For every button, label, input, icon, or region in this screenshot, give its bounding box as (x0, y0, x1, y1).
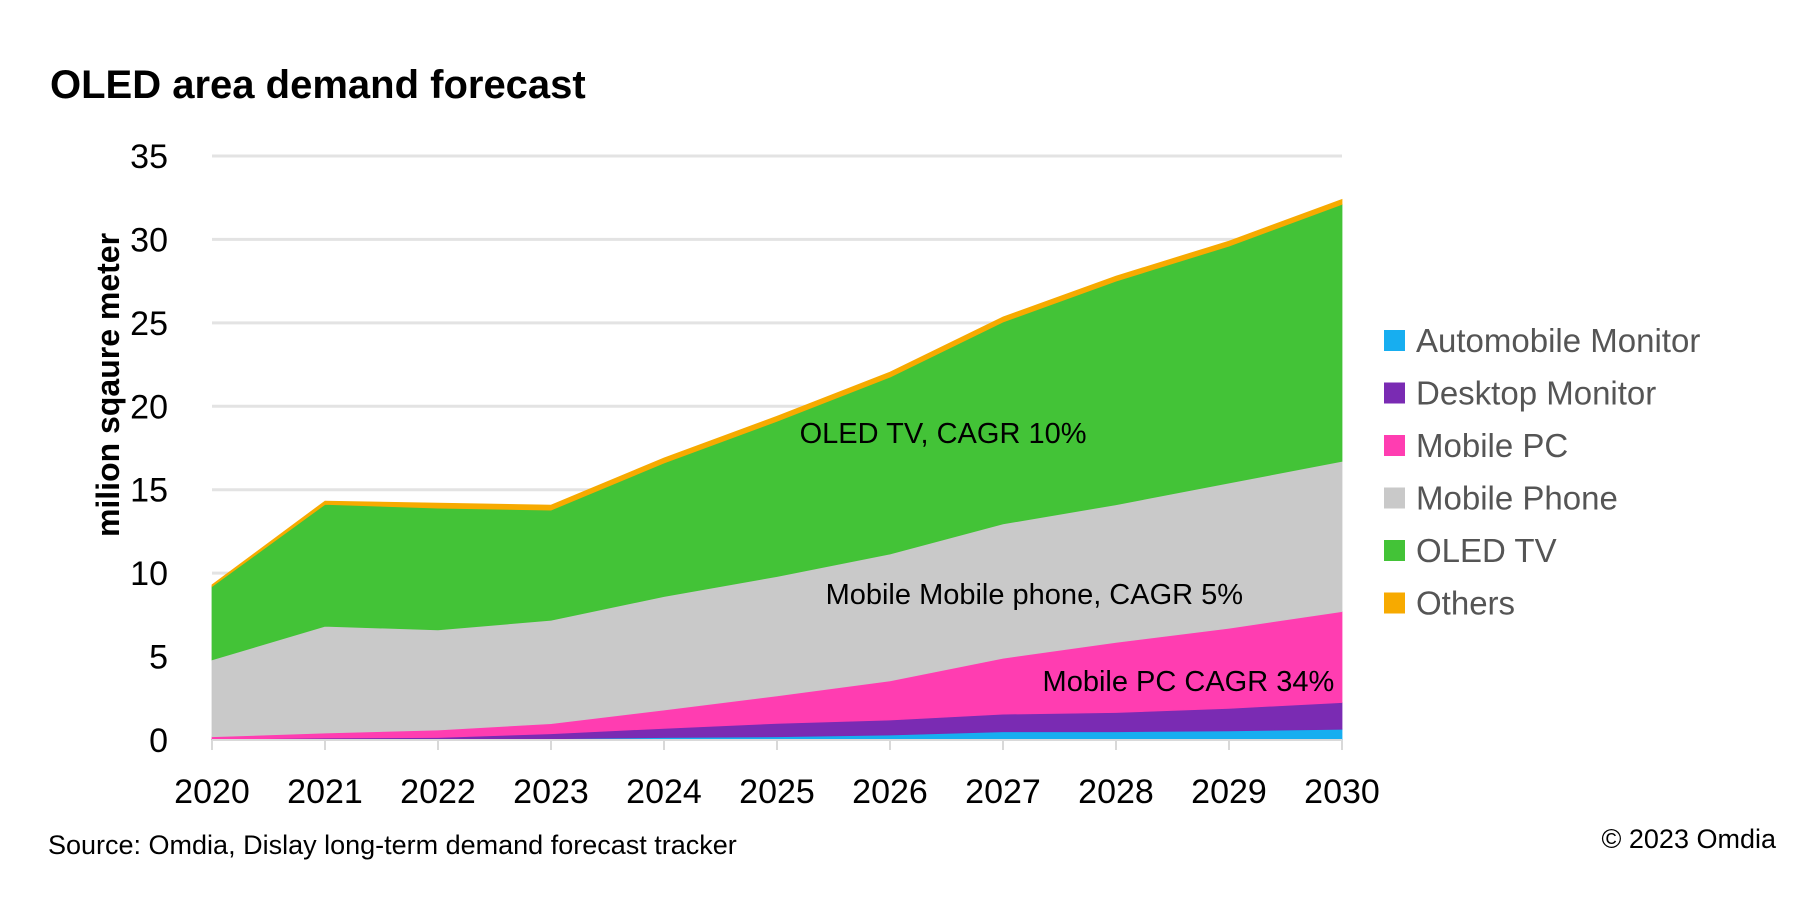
area-others (211, 198, 1343, 588)
x-tick-label: 2028 (1078, 773, 1154, 811)
chart-title: OLED area demand forecast (50, 63, 586, 107)
annotations: OLED TV, CAGR 10% Mobile Mobile phone, CA… (800, 418, 1335, 698)
y-tick-label: 30 (130, 221, 168, 259)
legend-label-desktop-monitor[interactable]: Desktop Monitor (1416, 375, 1656, 412)
legend-label-oled-tv[interactable]: OLED TV (1416, 532, 1557, 569)
legend-label-automobile-monitor[interactable]: Automobile Monitor (1416, 322, 1700, 359)
copyright-note: © 2023 Omdia (1602, 824, 1777, 854)
x-tick-label: 2023 (513, 773, 589, 811)
y-tick-label: 25 (130, 305, 168, 343)
y-tick-label: 10 (130, 555, 168, 593)
x-tick-label: 2029 (1191, 773, 1267, 811)
x-tick-label: 2027 (965, 773, 1041, 811)
y-axis-label: milion sqaure meter (90, 233, 126, 537)
source-note: Source: Omdia, Dislay long-term demand f… (48, 830, 737, 860)
stacked-areas (211, 198, 1343, 741)
y-tick-label: 20 (130, 388, 168, 426)
y-axis-ticks: 0 5 10 15 20 25 30 35 (130, 138, 168, 760)
y-tick-label: 15 (130, 472, 168, 510)
legend-swatch-automobile-monitor (1384, 330, 1405, 351)
y-tick-label: 5 (149, 639, 168, 677)
x-tick-label: 2022 (400, 773, 476, 811)
y-tick-label: 0 (149, 722, 168, 760)
annotation-label: Mobile PC CAGR 34% (1043, 666, 1335, 698)
legend-swatch-mobile-phone (1384, 487, 1405, 509)
legend-swatch-oled-tv (1384, 540, 1405, 561)
legend-label-others[interactable]: Others (1416, 585, 1515, 622)
x-tick-label: 2021 (287, 773, 363, 811)
legend[interactable]: Automobile Monitor Desktop Monitor Mobile … (1384, 322, 1700, 622)
legend-swatch-mobile-pc (1384, 435, 1405, 456)
legend-swatch-desktop-monitor (1384, 382, 1405, 404)
legend-swatch-others (1384, 592, 1405, 614)
y-tick-label: 35 (130, 138, 168, 176)
x-tick-label: 2024 (626, 773, 702, 811)
x-tick-label: 2026 (852, 773, 928, 811)
x-tick-label: 2020 (174, 773, 250, 811)
x-tick-label: 2030 (1304, 773, 1380, 811)
annotation-label: OLED TV, CAGR 10% (800, 418, 1087, 450)
x-axis-ticks: 2020 2021 2022 2023 2024 2025 2026 2027 2028 2029… (174, 740, 1380, 811)
annotation-label: Mobile Mobile phone, CAGR 5% (826, 579, 1243, 611)
legend-label-mobile-phone[interactable]: Mobile Phone (1416, 480, 1618, 517)
x-tick-label: 2025 (739, 773, 815, 811)
legend-label-mobile-pc[interactable]: Mobile PC (1416, 427, 1568, 464)
